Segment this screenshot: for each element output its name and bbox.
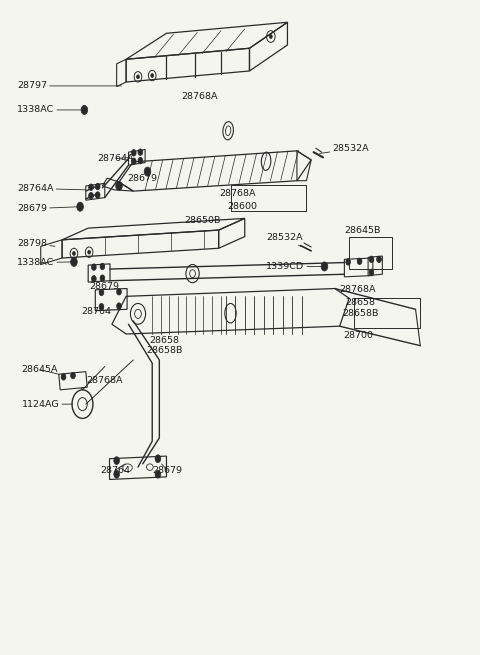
Text: 1339CD: 1339CD xyxy=(266,262,324,271)
Circle shape xyxy=(114,470,120,478)
Text: 28798: 28798 xyxy=(17,238,55,248)
Circle shape xyxy=(155,455,161,462)
Text: 28764A: 28764A xyxy=(17,184,86,193)
Text: 28658: 28658 xyxy=(345,298,375,307)
Text: 28679: 28679 xyxy=(128,174,158,183)
Text: 1338AC: 1338AC xyxy=(17,258,74,267)
Circle shape xyxy=(369,269,374,276)
Circle shape xyxy=(377,256,382,263)
Circle shape xyxy=(89,184,94,191)
Text: 28768A: 28768A xyxy=(181,92,218,102)
Text: 28764: 28764 xyxy=(81,307,111,316)
Circle shape xyxy=(155,470,161,478)
Text: 28797: 28797 xyxy=(17,81,121,90)
Circle shape xyxy=(346,259,350,265)
Circle shape xyxy=(151,73,154,77)
Text: 28768A: 28768A xyxy=(219,189,256,198)
Text: 28768A: 28768A xyxy=(339,286,376,294)
Circle shape xyxy=(61,373,66,380)
Circle shape xyxy=(77,202,84,212)
Circle shape xyxy=(117,289,121,295)
Text: 28532A: 28532A xyxy=(266,233,303,246)
Text: 1124AG: 1124AG xyxy=(22,400,72,409)
Circle shape xyxy=(269,35,272,39)
Text: 28600: 28600 xyxy=(228,202,257,210)
Circle shape xyxy=(369,256,374,263)
Circle shape xyxy=(100,263,105,270)
Text: 28658B: 28658B xyxy=(342,309,378,318)
Text: 28679: 28679 xyxy=(90,282,120,291)
Circle shape xyxy=(81,105,88,115)
Circle shape xyxy=(137,75,139,79)
Circle shape xyxy=(92,276,96,282)
Circle shape xyxy=(88,250,91,254)
Circle shape xyxy=(92,264,96,271)
Text: 28658: 28658 xyxy=(149,336,179,345)
Text: 28700: 28700 xyxy=(344,331,373,341)
Circle shape xyxy=(89,193,94,199)
Circle shape xyxy=(116,181,122,191)
Text: 28645B: 28645B xyxy=(344,225,381,234)
Circle shape xyxy=(114,457,120,464)
Circle shape xyxy=(138,149,143,155)
Circle shape xyxy=(132,149,136,156)
Circle shape xyxy=(72,252,75,255)
Text: 28764A: 28764A xyxy=(97,154,134,163)
Circle shape xyxy=(96,192,100,198)
Circle shape xyxy=(100,275,105,282)
Text: 28764: 28764 xyxy=(100,464,130,475)
Circle shape xyxy=(138,157,143,164)
Circle shape xyxy=(99,290,104,295)
Text: 28650B: 28650B xyxy=(184,216,220,225)
Circle shape xyxy=(117,303,121,309)
Text: 28679: 28679 xyxy=(152,464,182,475)
Text: 28658B: 28658B xyxy=(146,346,182,356)
Circle shape xyxy=(71,257,77,267)
Circle shape xyxy=(321,262,328,271)
Text: 28645A: 28645A xyxy=(22,365,59,374)
Circle shape xyxy=(71,372,75,379)
Circle shape xyxy=(144,167,151,176)
Circle shape xyxy=(357,258,362,265)
Text: 1338AC: 1338AC xyxy=(17,105,84,115)
Circle shape xyxy=(96,183,100,190)
Text: 28532A: 28532A xyxy=(320,144,369,153)
Text: 28768A: 28768A xyxy=(81,376,123,388)
Circle shape xyxy=(132,158,136,164)
Text: 28679: 28679 xyxy=(17,204,80,213)
Circle shape xyxy=(99,303,104,310)
